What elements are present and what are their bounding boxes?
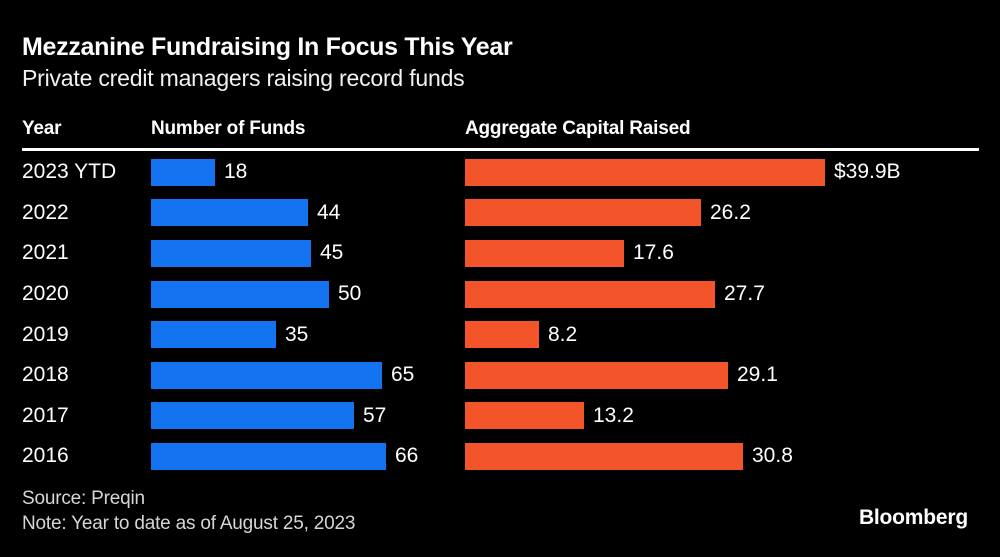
funds-value-label: 35 — [285, 322, 309, 346]
funds-bar — [151, 239, 311, 267]
source-text: Source: Preqin — [22, 488, 145, 509]
funds-value-label: 50 — [338, 282, 362, 306]
chart-row: 2020 50 27.7 — [0, 274, 1000, 315]
row-year-label: 2021 — [22, 241, 69, 265]
row-year-label: 2017 — [22, 403, 69, 427]
capital-bar — [465, 199, 701, 227]
funds-bar-cell: 44 — [151, 193, 340, 234]
row-year-label: 2023 YTD — [22, 160, 117, 184]
funds-bar-cell: 18 — [151, 152, 247, 193]
chart-row: 2017 57 13.2 — [0, 396, 1000, 437]
header-divider-line — [22, 148, 979, 151]
funds-bar — [151, 361, 382, 389]
column-header-number-of-funds: Number of Funds — [151, 118, 306, 139]
funds-value-label: 65 — [391, 363, 415, 387]
capital-bar — [465, 158, 825, 186]
note-text: Note: Year to date as of August 25, 2023 — [22, 513, 356, 534]
capital-bar-cell: 27.7 — [465, 274, 765, 315]
chart-row: 2019 35 8.2 — [0, 314, 1000, 355]
funds-bar — [151, 199, 308, 227]
funds-bar — [151, 442, 386, 470]
funds-value-label: 44 — [317, 200, 341, 224]
row-year-label: 2020 — [22, 282, 69, 306]
chart-row: 2022 44 26.2 — [0, 193, 1000, 234]
capital-bar — [465, 280, 715, 308]
capital-bar — [465, 402, 584, 430]
funds-bar-cell: 35 — [151, 314, 308, 355]
chart-row: 2016 66 30.8 — [0, 436, 1000, 477]
capital-bar-cell: 29.1 — [465, 355, 778, 396]
capital-value-label: 8.2 — [548, 322, 578, 346]
capital-value-label: 27.7 — [724, 282, 765, 306]
column-header-year: Year — [22, 118, 62, 139]
capital-bar-cell: 17.6 — [465, 233, 674, 274]
bloomberg-logo: Bloomberg — [858, 506, 968, 529]
funds-bar — [151, 280, 329, 308]
capital-bar-cell: 26.2 — [465, 193, 751, 234]
capital-bar — [465, 321, 539, 349]
capital-value-label: $39.9B — [834, 160, 901, 184]
row-year-label: 2019 — [22, 322, 69, 346]
capital-value-label: 30.8 — [752, 444, 793, 468]
funds-bar-cell: 50 — [151, 274, 361, 315]
capital-bar — [465, 442, 743, 470]
funds-bar-cell: 45 — [151, 233, 343, 274]
capital-bar-cell: $39.9B — [465, 152, 901, 193]
funds-value-label: 66 — [395, 444, 419, 468]
capital-bar-cell: 8.2 — [465, 314, 577, 355]
chart-row: 2018 65 29.1 — [0, 355, 1000, 396]
chart-rows: 2023 YTD 18 $39.9B 2022 44 26.2 2021 45 17.6 2020… — [0, 152, 1000, 477]
funds-value-label: 45 — [320, 241, 344, 265]
funds-bar-cell: 65 — [151, 355, 414, 396]
capital-value-label: 29.1 — [737, 363, 778, 387]
capital-value-label: 26.2 — [710, 200, 751, 224]
funds-bar — [151, 158, 215, 186]
row-year-label: 2022 — [22, 200, 69, 224]
chart-subtitle: Private credit managers raising record f… — [22, 65, 465, 91]
capital-value-label: 13.2 — [593, 403, 634, 427]
chart-row: 2021 45 17.6 — [0, 233, 1000, 274]
funds-value-label: 57 — [363, 403, 387, 427]
funds-bar — [151, 321, 276, 349]
funds-bar-cell: 57 — [151, 396, 386, 437]
capital-bar — [465, 239, 624, 267]
capital-value-label: 17.6 — [633, 241, 674, 265]
column-header-aggregate-capital: Aggregate Capital Raised — [465, 118, 691, 139]
capital-bar-cell: 13.2 — [465, 396, 634, 437]
chart-title: Mezzanine Fundraising In Focus This Year — [22, 33, 513, 61]
chart-row: 2023 YTD 18 $39.9B — [0, 152, 1000, 193]
capital-bar-cell: 30.8 — [465, 436, 793, 477]
funds-bar — [151, 402, 354, 430]
row-year-label: 2018 — [22, 363, 69, 387]
capital-bar — [465, 361, 728, 389]
funds-value-label: 18 — [224, 160, 248, 184]
funds-bar-cell: 66 — [151, 436, 418, 477]
row-year-label: 2016 — [22, 444, 69, 468]
